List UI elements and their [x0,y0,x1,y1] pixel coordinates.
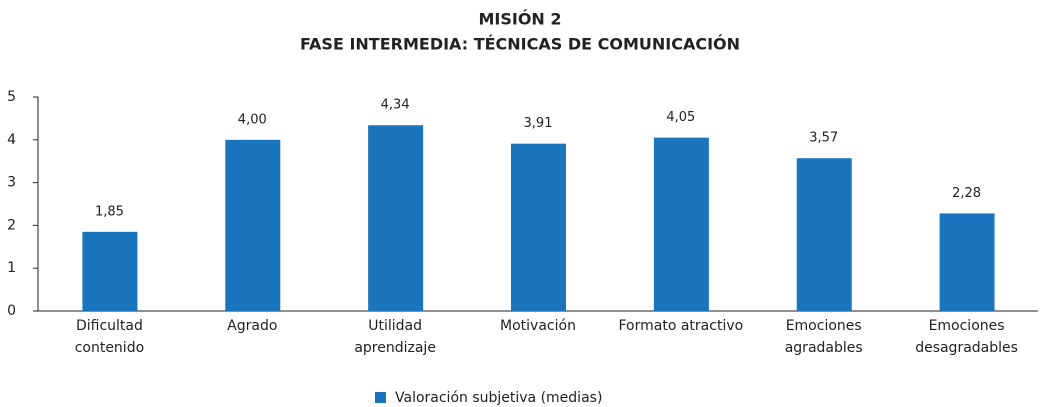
bar [82,231,138,311]
y-tick-label: 5 [7,89,16,105]
bar [653,137,709,311]
data-label: 3,91 [524,116,553,131]
data-label: 3,57 [809,131,838,146]
data-label: 2,28 [952,186,981,201]
y-tick-label: 4 [7,132,16,148]
x-tick-label: Agrado [227,318,278,334]
data-label: 4,00 [238,112,267,127]
data-label: 4,34 [381,98,410,113]
y-tick-label: 2 [7,217,16,233]
bar [939,213,995,311]
y-tick-label: 0 [7,303,16,319]
legend-swatch [375,392,386,403]
chart-subtitle: FASE INTERMEDIA: TÉCNICAS DE COMUNICACIÓ… [300,35,740,54]
y-tick-label: 3 [7,175,16,191]
bar [511,143,566,311]
y-tick-label: 1 [7,260,16,276]
bar [796,158,852,311]
x-tick-label: Emociones agradables [784,318,863,356]
x-tick-label: Dificultad contenido [74,318,145,356]
data-label: 4,05 [666,110,695,125]
bar [225,139,281,311]
x-tick-label: Utilidad aprendizaje [354,318,436,356]
data-label: 1,85 [95,204,124,219]
bar [368,125,424,311]
legend-label: Valoración subjetiva (medias) [395,390,602,406]
chart-title: MISIÓN 2 [478,10,561,29]
x-tick-label: Emociones desagradables [915,318,1018,356]
x-tick-label: Formato atractivo [618,318,744,334]
x-tick-label: Motivación [500,318,576,334]
